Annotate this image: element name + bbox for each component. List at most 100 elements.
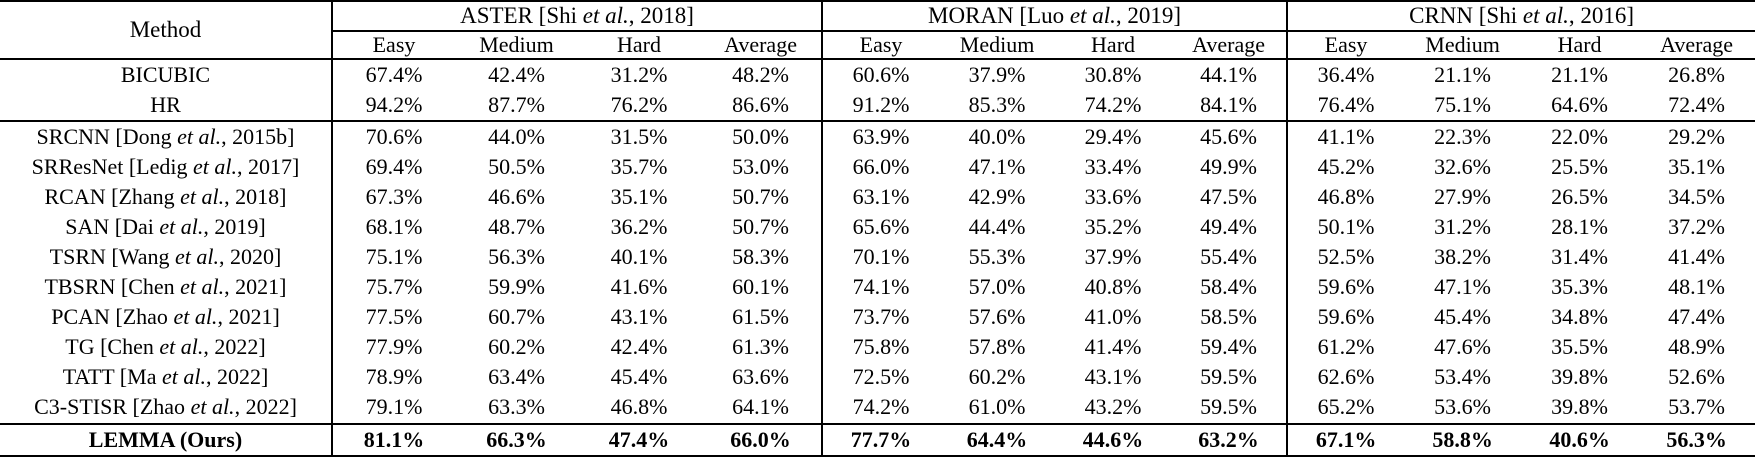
method-label-pre: TATT [Ma	[62, 364, 162, 390]
value-cell: 75.1%	[1434, 92, 1491, 117]
method-cell: HR	[0, 90, 333, 122]
method-label-post: , 2017]	[237, 154, 300, 180]
value-cell: 78.9%	[331, 362, 455, 393]
table-row: SRResNet [Ledig et al., 2017] 69.4% 50.5% 3…	[0, 152, 1755, 183]
table-row: BICUBIC 67.4% 42.4% 31.2% 48.2% 60.6% 37.9% 30.…	[0, 58, 1755, 91]
table-row: SAN [Dai et al., 2019] 68.1% 48.7% 36.2% 50.…	[0, 212, 1755, 243]
value-cell: 61.2%	[1286, 332, 1405, 363]
value-cell: 49.4%	[1200, 214, 1257, 240]
value-cell: 26.5%	[1551, 184, 1608, 210]
value-cell: 44.6%	[1082, 426, 1144, 452]
method-label-pre: PCAN [Zhao	[51, 304, 174, 330]
value-cell: 35.5%	[1551, 334, 1608, 360]
column-header-hard: Hard	[1055, 30, 1172, 60]
value-cell: 52.5%	[1286, 242, 1405, 273]
method-cell: TG [Chen et al., 2022]	[0, 332, 333, 363]
group-label-pre: CRNN [Shi	[1409, 3, 1523, 28]
value-cell: 59.6%	[1286, 272, 1405, 303]
value-cell: 63.1%	[821, 182, 940, 213]
method-cell: TBSRN [Chen et al., 2021]	[0, 272, 333, 303]
value-cell: 40.0%	[968, 124, 1026, 150]
group-label-pre: MORAN [Luo	[928, 3, 1070, 28]
value-cell: 44.1%	[1200, 61, 1257, 87]
value-cell: 63.9%	[821, 121, 940, 153]
value-cell: 60.7%	[488, 304, 545, 330]
method-label-it: et al.	[190, 394, 235, 420]
method-label-post: , 2022]	[205, 364, 269, 390]
group-label-it: et al.	[1069, 3, 1116, 28]
value-cell: 35.1%	[1668, 154, 1725, 180]
method-label-post: , 2022]	[203, 334, 266, 360]
table-row: TSRN [Wang et al., 2020] 75.1% 56.3% 40.1% 5…	[0, 242, 1755, 273]
value-cell: 67.4%	[331, 58, 455, 91]
method-label-post: , 2020]	[219, 244, 282, 270]
value-cell: 30.8%	[1084, 61, 1142, 87]
group-header: MORAN [Luo et al., 2019]	[821, 1, 1288, 32]
column-header-easy: Easy	[821, 30, 940, 60]
method-cell: TSRN [Wang et al., 2020]	[0, 242, 333, 273]
value-cell: 77.9%	[331, 332, 455, 363]
value-cell: 45.2%	[1286, 152, 1405, 183]
method-label-it: et al.	[193, 154, 237, 180]
value-cell: 85.3%	[968, 92, 1026, 117]
method-cell: TATT [Ma et al., 2022]	[0, 362, 333, 393]
value-cell: 74.2%	[821, 392, 940, 424]
value-cell: 72.5%	[821, 362, 940, 393]
value-cell: 59.5%	[1200, 394, 1257, 420]
value-cell: 42.9%	[968, 184, 1026, 210]
header-row-groups: Method ASTER [Shi et al., 2018] MORAN [Luo…	[0, 1, 1755, 60]
value-cell: 43.1%	[1084, 364, 1142, 390]
value-cell: 40.6%	[1549, 426, 1610, 452]
method-label-post: , 2022]	[234, 394, 297, 420]
value-cell: 43.1%	[610, 304, 668, 330]
value-cell: 36.2%	[610, 214, 668, 240]
value-cell: 40.1%	[610, 244, 668, 270]
value-cell: 62.6%	[1286, 362, 1405, 393]
value-cell: 21.1%	[1434, 61, 1491, 87]
value-cell: 63.6%	[732, 364, 789, 390]
table-row: TATT [Ma et al., 2022] 78.9% 63.4% 45.4% 63.…	[0, 362, 1755, 393]
value-cell: 42.4%	[610, 334, 668, 360]
method-label-pre: TG [Chen	[65, 334, 160, 360]
value-cell: 21.1%	[1551, 61, 1608, 87]
group-label-it: et al.	[1522, 3, 1569, 28]
value-cell: 59.9%	[488, 274, 545, 300]
column-header-easy: Easy	[1286, 30, 1405, 60]
table-row: TG [Chen et al., 2022] 77.9% 60.2% 42.4% 61.…	[0, 332, 1755, 363]
column-header-hard: Hard	[578, 30, 700, 60]
value-cell: 59.4%	[1200, 334, 1257, 360]
method-label-pre: TBSRN [Chen	[44, 274, 181, 300]
value-cell: 44.4%	[968, 214, 1026, 240]
method-label-it: et al.	[159, 334, 204, 360]
value-cell: 69.4%	[331, 152, 455, 183]
value-cell: 66.3%	[486, 426, 547, 452]
value-cell: 76.4%	[1286, 90, 1405, 122]
value-cell: 35.2%	[1084, 214, 1142, 240]
value-cell: 57.8%	[968, 334, 1026, 360]
value-cell: 45.4%	[610, 364, 668, 390]
value-cell: 47.6%	[1434, 334, 1491, 360]
value-cell: 47.4%	[608, 426, 670, 452]
method-label-it: et al.	[177, 124, 222, 150]
value-cell: 53.4%	[1434, 364, 1491, 390]
value-cell: 47.4%	[1668, 304, 1725, 330]
method-cell: LEMMA (Ours)	[0, 423, 333, 456]
value-cell: 75.7%	[331, 272, 455, 303]
value-cell: 41.1%	[1286, 121, 1405, 153]
method-cell: SAN [Dai et al., 2019]	[0, 212, 333, 243]
value-cell: 79.1%	[331, 392, 455, 424]
group-header: ASTER [Shi et al., 2018]	[330, 1, 823, 32]
group-label-post: , 2019]	[1115, 3, 1182, 28]
value-cell: 63.4%	[488, 364, 545, 390]
table-row: HR 94.2% 87.7% 76.2% 86.6% 91.2% 85.3% 74.2% 84.…	[0, 90, 1755, 122]
value-cell: 59.6%	[1286, 302, 1405, 333]
value-cell: 27.9%	[1434, 184, 1491, 210]
value-cell: 64.6%	[1551, 92, 1608, 117]
table-section: SRCNN [Dong et al., 2015b] 70.6% 44.0% 31.5…	[0, 121, 1755, 424]
value-cell: 41.0%	[1084, 304, 1142, 330]
value-cell: 57.0%	[968, 274, 1026, 300]
value-cell: 63.3%	[488, 394, 545, 420]
value-cell: 35.3%	[1551, 274, 1608, 300]
